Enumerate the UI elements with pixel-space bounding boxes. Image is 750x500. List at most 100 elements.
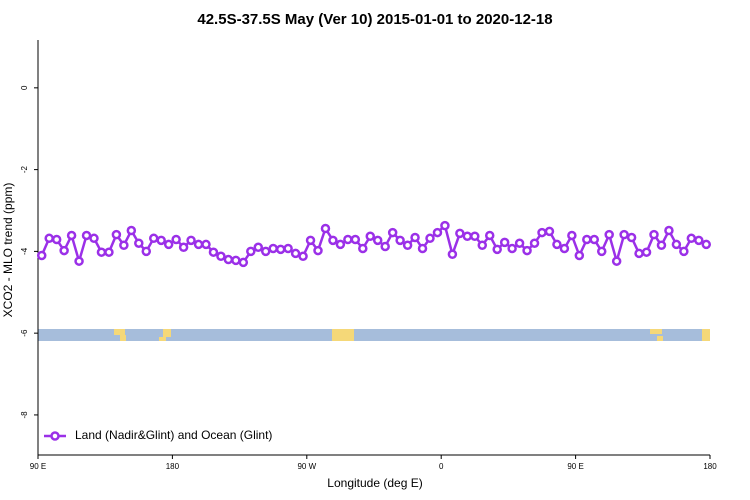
data-point — [567, 230, 577, 241]
y-tick-label: 0 — [20, 85, 29, 90]
data-point — [499, 237, 510, 248]
legend-marker — [50, 431, 60, 441]
data-point — [134, 238, 144, 248]
x-tick-label: 0 — [439, 462, 444, 471]
data-point — [417, 243, 428, 254]
y-axis-label: XCO2 - MLO trend (ppm) — [1, 183, 15, 318]
data-point — [238, 257, 249, 268]
y-tick-label: -8 — [20, 411, 29, 419]
data-point — [582, 234, 592, 245]
data-point — [126, 225, 137, 236]
data-point — [320, 223, 331, 234]
x-tick-label: 180 — [166, 462, 180, 471]
data-point — [163, 239, 174, 250]
data-point — [148, 233, 159, 244]
data-point — [253, 242, 264, 253]
data-point — [119, 240, 129, 251]
data-point — [552, 239, 562, 250]
x-axis-label: Longitude (deg E) — [327, 476, 422, 490]
data-point — [156, 235, 166, 246]
data-point — [574, 250, 585, 261]
data-point — [514, 238, 525, 248]
land-patch — [163, 329, 171, 337]
data-point — [111, 229, 122, 240]
data-point — [283, 243, 293, 254]
x-tick-label: 90 E — [567, 462, 583, 471]
data-point — [470, 231, 480, 242]
land-patch — [120, 335, 126, 341]
data-point — [402, 240, 413, 251]
data-point — [313, 245, 323, 256]
data-point — [425, 233, 435, 244]
data-point — [462, 231, 473, 242]
data-point — [36, 250, 47, 261]
data-point — [455, 228, 465, 239]
data-point — [141, 246, 152, 257]
data-point — [216, 251, 226, 262]
legend-label: Land (Nadir&Glint) and Ocean (Glint) — [75, 428, 272, 442]
data-point — [395, 235, 405, 246]
data-point — [350, 234, 361, 245]
data-point — [335, 239, 346, 250]
ocean-band — [38, 329, 710, 341]
data-point — [611, 256, 622, 266]
data-point — [290, 248, 301, 259]
land-patch — [657, 336, 663, 341]
data-point — [529, 238, 540, 248]
data-point — [298, 251, 308, 262]
data-point — [178, 242, 189, 253]
data-point — [372, 235, 383, 246]
data-point — [626, 232, 637, 243]
y-tick-label: -6 — [20, 329, 29, 337]
data-point — [589, 234, 600, 245]
data-point — [74, 256, 84, 266]
data-point — [268, 243, 278, 254]
data-point — [596, 246, 607, 257]
data-point — [701, 239, 712, 250]
data-point — [619, 229, 629, 240]
data-point — [634, 248, 644, 259]
data-point — [664, 225, 674, 236]
data-point — [492, 244, 502, 255]
data-point — [104, 247, 114, 257]
data-point — [96, 247, 107, 257]
data-point — [507, 243, 517, 254]
data-point — [328, 235, 338, 246]
data-point — [440, 220, 450, 231]
land-patch — [114, 329, 125, 335]
data-point — [432, 227, 443, 238]
data-point — [484, 230, 495, 241]
x-tick-label: 90 W — [297, 462, 316, 471]
data-point — [649, 229, 659, 240]
y-tick-label: -4 — [20, 247, 29, 255]
data-point — [656, 240, 667, 251]
data-point — [231, 255, 241, 266]
data-point — [477, 240, 488, 251]
data-point — [380, 241, 390, 252]
chart-title: 42.5S-37.5S May (Ver 10) 2015-01-01 to 2… — [197, 11, 552, 28]
x-tick-label: 180 — [703, 462, 717, 471]
data-point — [343, 234, 353, 245]
data-point — [66, 230, 77, 241]
data-point — [275, 244, 286, 255]
data-point — [410, 232, 420, 243]
data-point — [208, 247, 219, 257]
data-point — [246, 246, 256, 257]
data-point — [171, 234, 181, 245]
data-point — [679, 246, 689, 257]
data-point — [223, 254, 234, 265]
data-point — [365, 231, 376, 242]
data-point — [686, 233, 697, 244]
data-point — [641, 247, 652, 257]
data-point — [81, 230, 92, 241]
land-patch — [332, 329, 354, 341]
data-point — [44, 233, 54, 244]
land-patch — [159, 337, 166, 341]
data-point — [59, 245, 69, 256]
data-point — [694, 235, 704, 246]
data-point — [89, 233, 99, 244]
data-point — [447, 249, 458, 259]
data-point — [358, 243, 368, 254]
data-point — [186, 235, 196, 246]
